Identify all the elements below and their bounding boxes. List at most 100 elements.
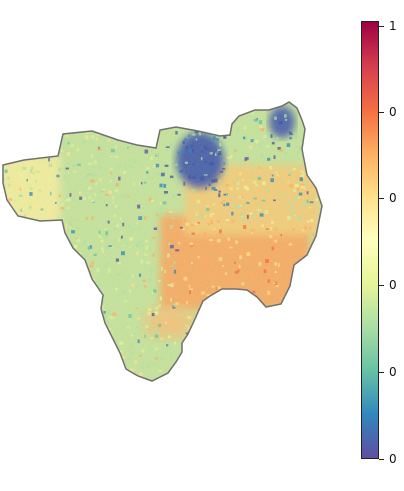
raster-speckle [94, 300, 98, 303]
raster-speckle [108, 190, 112, 194]
raster-speckle [98, 334, 102, 336]
raster-speckle [130, 165, 134, 168]
raster-speckle [48, 304, 52, 308]
raster-speckle [248, 337, 251, 339]
raster-speckle [57, 317, 62, 320]
raster-speckle [229, 344, 233, 348]
raster-speckle [31, 312, 34, 315]
raster-speckle [217, 359, 222, 363]
raster-speckle [94, 377, 98, 381]
raster-speckle [17, 385, 19, 387]
raster-speckle [121, 251, 125, 256]
raster-speckle [321, 277, 322, 279]
raster-speckle [121, 291, 125, 294]
raster-speckle [175, 131, 178, 135]
raster-speckle [275, 323, 280, 328]
raster-speckle [320, 260, 322, 264]
raster-speckle [107, 328, 111, 330]
raster-speckle [9, 184, 12, 188]
raster-speckle [119, 368, 122, 373]
raster-speckle [92, 369, 97, 374]
raster-speckle [13, 110, 16, 113]
raster-speckle [26, 179, 28, 182]
raster-speckle [108, 274, 112, 277]
raster-speckle [192, 163, 195, 166]
raster-speckle [317, 356, 322, 359]
raster-speckle [249, 212, 253, 215]
raster-speckle [190, 145, 193, 147]
raster-speckle [290, 213, 294, 217]
raster-speckle [258, 205, 262, 210]
raster-speckle [163, 183, 167, 188]
raster-speckle [313, 258, 316, 262]
raster-speckle [86, 279, 91, 283]
raster-speckle [36, 171, 40, 173]
raster-speckle [151, 237, 156, 239]
raster-speckle [32, 172, 35, 174]
raster-speckle [274, 331, 279, 335]
raster-speckle [188, 134, 190, 137]
raster-speckle [164, 102, 167, 104]
raster-speckle [297, 332, 300, 336]
raster-speckle [250, 250, 253, 254]
raster-speckle [111, 148, 115, 153]
raster-speckle [78, 323, 82, 327]
raster-speckle [9, 218, 12, 222]
raster-speckle [203, 325, 207, 328]
raster-speckle [258, 216, 262, 219]
raster-speckle [180, 267, 183, 271]
raster-speckle [58, 362, 62, 365]
raster-speckle [18, 116, 21, 120]
raster-speckle [202, 264, 206, 267]
raster-speckle [192, 176, 196, 179]
raster-speckle [67, 303, 70, 307]
raster-speckle [37, 158, 39, 161]
raster-speckle [34, 102, 38, 104]
raster-speckle [242, 219, 246, 222]
region-boundary [2, 101, 323, 382]
raster-speckle [202, 323, 206, 326]
raster-speckle [205, 232, 207, 237]
raster-speckle [20, 309, 24, 312]
colorbar-tick [379, 198, 384, 199]
raster-speckle [141, 366, 144, 370]
raster-speckle [141, 348, 145, 353]
raster-speckle [20, 248, 23, 250]
raster-speckle [128, 102, 130, 105]
raster-speckle [123, 194, 128, 198]
raster-speckle [131, 274, 134, 279]
raster-speckle [243, 321, 248, 324]
raster-speckle [211, 121, 214, 124]
raster-speckle [51, 230, 55, 233]
raster-speckle [31, 166, 34, 170]
raster-speckle [237, 295, 242, 297]
raster-speckle [159, 201, 162, 205]
raster-speckle [289, 133, 293, 135]
raster-speckle [123, 163, 126, 167]
raster-speckle [274, 271, 277, 274]
raster-speckle [194, 130, 199, 134]
raster-speckle [141, 131, 144, 136]
raster-speckle [122, 356, 126, 359]
raster-speckle [281, 307, 285, 309]
raster-speckle [195, 106, 199, 109]
raster-speckle [134, 377, 138, 379]
raster-speckle [296, 275, 299, 279]
raster-speckle [315, 366, 317, 370]
raster-speckle [139, 354, 142, 357]
raster-speckle [252, 259, 256, 263]
raster-speckle [130, 113, 133, 116]
raster-speckle [190, 223, 195, 227]
raster-speckle [173, 261, 176, 265]
raster-speckle [186, 378, 188, 381]
raster-speckle [271, 336, 274, 339]
raster-speckle [52, 303, 56, 308]
raster-speckle [34, 134, 38, 138]
raster-speckle [247, 301, 251, 304]
raster-speckle [191, 262, 193, 265]
raster-speckle [197, 112, 201, 116]
raster-speckle [10, 143, 13, 146]
raster-speckle [176, 109, 179, 113]
raster-speckle [4, 224, 6, 229]
raster-speckle [265, 186, 268, 190]
